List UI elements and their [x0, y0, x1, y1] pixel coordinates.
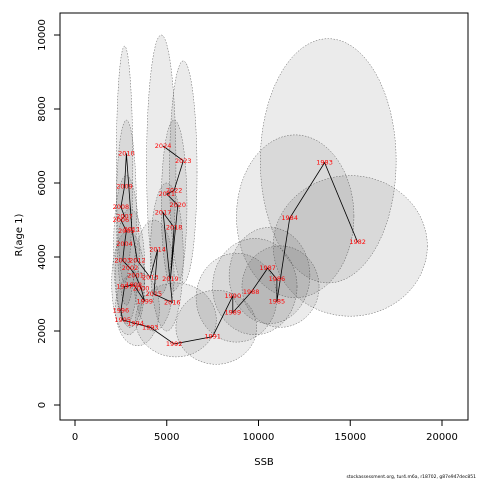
year-label: 2008	[113, 203, 130, 211]
year-label: 2006	[113, 216, 130, 224]
x-tick-label: 10000	[243, 432, 275, 443]
year-label: 2022	[166, 186, 183, 194]
year-label: 1982	[349, 238, 366, 246]
year-label: 1986	[269, 275, 286, 283]
year-label: 1984	[281, 214, 298, 222]
confidence-ellipse	[116, 119, 137, 306]
x-tick-label: 15000	[334, 432, 366, 443]
year-label: 1988	[243, 288, 260, 296]
year-label: 2021	[158, 190, 175, 198]
confidence-ellipse	[241, 245, 320, 328]
year-label: 2007	[116, 212, 133, 220]
trajectory-line	[120, 145, 358, 345]
year-label: 1987	[259, 264, 276, 272]
year-point-labels: 1982 1983 1984 1985 1986 1987 1988 1989 1990 1991…	[113, 142, 366, 348]
x-tick-label: 20000	[426, 432, 458, 443]
year-label: 1990	[225, 292, 242, 300]
year-label: 2020	[169, 201, 186, 209]
year-label: 2009	[116, 183, 133, 191]
confidence-ellipse	[160, 119, 188, 291]
x-axis-title: SSB	[254, 457, 274, 468]
x-axis: 0 5000 10000 15000 20000	[72, 419, 458, 443]
year-label: 2011	[124, 225, 141, 233]
confidence-ellipse	[228, 227, 311, 324]
confidence-ellipse	[113, 175, 140, 324]
confidence-ellipse	[146, 34, 177, 295]
y-tick-label: 10000	[37, 19, 48, 51]
year-label: 2024	[155, 142, 172, 150]
year-label: 1993	[142, 323, 159, 331]
confidence-ellipses	[111, 34, 428, 365]
y-axis-title: R(age 1)	[14, 213, 25, 256]
year-label: 1983	[316, 159, 333, 167]
y-tick-label: 2000	[37, 318, 48, 343]
confidence-ellipse	[133, 219, 175, 332]
year-label: 2004	[116, 240, 133, 248]
year-label: 2002	[122, 264, 139, 272]
y-tick-label: 6000	[37, 170, 48, 195]
year-label: 1999	[136, 297, 153, 305]
year-label: 1996	[113, 307, 130, 315]
year-label: 2017	[155, 209, 172, 217]
year-label: 2015	[146, 290, 163, 298]
y-tick-label: 4000	[37, 244, 48, 269]
confidence-ellipse	[272, 175, 428, 317]
year-label: 1994	[127, 320, 144, 328]
confidence-ellipse	[149, 182, 184, 332]
year-label: 2016	[164, 299, 181, 307]
x-tick-label: 0	[72, 432, 78, 443]
year-label: 1991	[204, 333, 221, 341]
y-tick-label: 8000	[37, 96, 48, 121]
year-label: 1997	[116, 283, 133, 291]
year-label: 1985	[269, 297, 286, 305]
year-label: 2014	[149, 246, 166, 254]
year-label: 2013	[142, 273, 159, 281]
year-label: 1989	[225, 309, 242, 317]
year-label: 2003	[114, 257, 131, 265]
year-label: 2019	[162, 275, 179, 283]
year-label: 2012	[129, 257, 146, 265]
year-label: 2001	[127, 272, 144, 280]
footer-text: stockassessment.org, tur4.m6a, r18702, g…	[347, 474, 477, 480]
year-label: 2005	[118, 227, 135, 235]
year-label: 1992	[166, 340, 183, 348]
confidence-ellipse	[169, 60, 198, 284]
y-axis: 0 2000 4000 6000 8000 10000	[37, 19, 61, 408]
year-label: 2000	[133, 284, 150, 292]
x-tick-label: 5000	[154, 432, 179, 443]
confidence-ellipse	[236, 134, 355, 298]
year-label: 2010	[118, 149, 135, 157]
confidence-ellipse	[260, 38, 397, 284]
year-label: 1995	[114, 316, 131, 324]
year-label: 1998	[125, 281, 142, 289]
y-tick-label: 0	[37, 402, 48, 408]
year-label: 2023	[175, 157, 192, 165]
year-label: 2018	[166, 223, 183, 231]
